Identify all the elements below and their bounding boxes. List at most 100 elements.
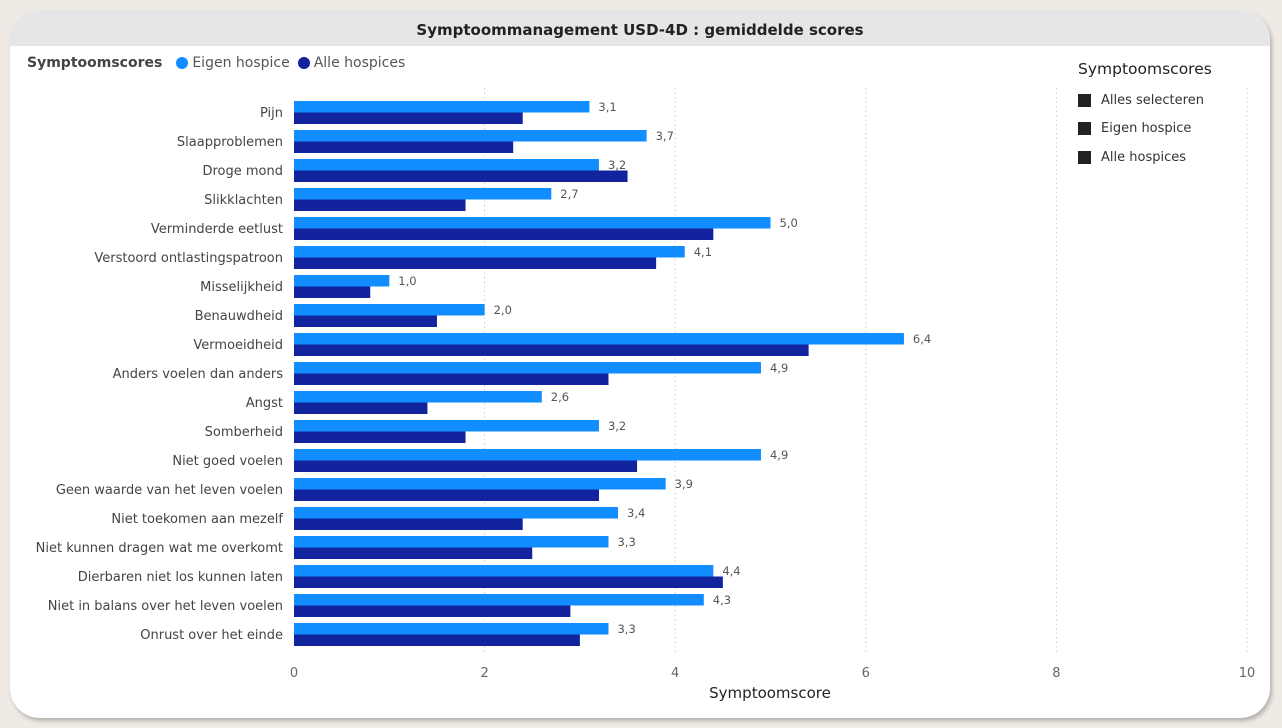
bar-eigen <box>294 304 485 316</box>
x-tick-label: 2 <box>480 666 488 681</box>
bar-eigen <box>294 391 542 403</box>
y-tick-label: Slikklachten <box>204 193 283 208</box>
chart-title: Symptoommanagement USD-4D : gemiddelde s… <box>10 10 1270 46</box>
slicer-item-eigen[interactable]: Eigen hospice <box>1078 115 1212 144</box>
bar-eigen <box>294 362 761 374</box>
checkbox-icon[interactable] <box>1078 122 1091 136</box>
bar-eigen <box>294 333 904 345</box>
bar-eigen <box>294 246 685 258</box>
bar-eigen <box>294 217 771 229</box>
data-label: 4,4 <box>722 564 740 578</box>
data-label: 4,3 <box>713 593 731 607</box>
slicer-label: Eigen hospice <box>1101 121 1192 137</box>
data-label: 6,4 <box>913 332 931 346</box>
bar-alle <box>294 199 466 211</box>
legend-item-eigen[interactable]: Eigen hospice <box>192 55 290 71</box>
bar-eigen <box>294 420 599 432</box>
data-label: 1,0 <box>398 274 416 288</box>
data-label: 4,9 <box>770 448 788 462</box>
bar-alle <box>294 286 371 298</box>
legend-dot-eigen <box>176 57 189 69</box>
bar-eigen <box>294 101 590 113</box>
bar-alle <box>294 228 714 240</box>
checkbox-icon[interactable] <box>1078 150 1091 164</box>
data-label: 5,0 <box>780 216 798 230</box>
bar-alle <box>294 489 599 501</box>
x-tick-label: 8 <box>1052 666 1060 681</box>
data-label: 2,7 <box>560 187 578 201</box>
data-label: 3,9 <box>675 477 693 491</box>
y-tick-label: Misselijkheid <box>200 280 283 295</box>
bar-eigen <box>294 159 599 171</box>
bar-alle <box>294 634 580 646</box>
slicer-item-alle[interactable]: Alle hospices <box>1078 143 1212 172</box>
bar-eigen <box>294 507 619 519</box>
legend-dot-alle <box>297 57 310 69</box>
y-tick-label: Geen waarde van het leven voelen <box>56 483 283 498</box>
y-tick-label: Angst <box>246 396 283 411</box>
slicer-label: Alles selecteren <box>1101 92 1204 108</box>
data-label: 3,1 <box>598 100 616 114</box>
bar-eigen <box>294 594 704 606</box>
bar-alle <box>294 576 723 588</box>
bar-eigen <box>294 623 609 635</box>
bar-alle <box>294 431 466 443</box>
y-tick-label: Niet in balans over het leven voelen <box>48 599 283 614</box>
bar-alle <box>294 112 523 124</box>
checkbox-icon[interactable] <box>1078 93 1091 107</box>
bar-alle <box>294 257 657 269</box>
slicer: Symptoomscores Alles selecteren Eigen ho… <box>1078 60 1212 172</box>
data-label: 2,6 <box>551 390 569 404</box>
bar-alle <box>294 402 428 414</box>
bar-eigen <box>294 188 552 200</box>
y-tick-label: Dierbaren niet los kunnen laten <box>78 570 283 585</box>
bar-alle <box>294 141 514 153</box>
x-tick-label: 4 <box>671 666 679 681</box>
y-tick-label: Niet kunnen dragen wat me overkomt <box>36 541 283 556</box>
data-label: 3,3 <box>617 622 635 636</box>
bar-eigen <box>294 536 609 548</box>
chart-legend: Symptoomscores Eigen hospice Alle hospic… <box>27 55 405 71</box>
bar-alle <box>294 170 628 182</box>
legend-title: Symptoomscores <box>27 55 163 71</box>
y-tick-label: Anders voelen dan anders <box>113 367 284 382</box>
data-label: 3,3 <box>617 535 635 549</box>
y-tick-label: Verstoord ontlastingspatroon <box>94 251 283 266</box>
x-tick-label: 0 <box>290 666 298 681</box>
bar-eigen <box>294 449 761 461</box>
bar-alle <box>294 315 437 327</box>
bar-eigen <box>294 275 390 287</box>
data-label: 4,9 <box>770 361 788 375</box>
x-tick-label: 10 <box>1239 666 1256 681</box>
y-tick-label: Slaapproblemen <box>177 135 283 150</box>
bar-alle <box>294 547 533 559</box>
y-tick-label: Niet toekomen aan mezelf <box>111 512 283 527</box>
x-tick-label: 6 <box>862 666 870 681</box>
y-tick-label: Onrust over het einde <box>140 628 283 643</box>
y-tick-label: Verminderde eetlust <box>151 222 283 237</box>
data-label: 3,2 <box>608 158 626 172</box>
y-tick-label: Somberheid <box>205 425 283 440</box>
bar-eigen <box>294 130 647 142</box>
slicer-label: Alle hospices <box>1101 149 1186 165</box>
y-tick-label: Niet goed voelen <box>172 454 283 469</box>
bar-alle <box>294 605 571 617</box>
y-tick-label: Droge mond <box>202 164 283 179</box>
slicer-item-all[interactable]: Alles selecteren <box>1078 86 1212 115</box>
data-label: 4,1 <box>694 245 712 259</box>
data-label: 3,2 <box>608 419 626 433</box>
data-label: 3,7 <box>656 129 674 143</box>
data-label: 2,0 <box>494 303 512 317</box>
bar-alle <box>294 460 638 472</box>
bar-eigen <box>294 478 666 490</box>
slicer-title: Symptoomscores <box>1078 60 1212 78</box>
bar-alle <box>294 344 809 356</box>
bar-alle <box>294 373 609 385</box>
bar-alle <box>294 518 523 530</box>
y-tick-label: Benauwdheid <box>195 309 283 324</box>
y-tick-label: Pijn <box>260 106 283 121</box>
legend-item-alle[interactable]: Alle hospices <box>313 55 406 71</box>
bar-eigen <box>294 565 714 577</box>
x-axis-title: Symptoomscore <box>709 684 831 702</box>
